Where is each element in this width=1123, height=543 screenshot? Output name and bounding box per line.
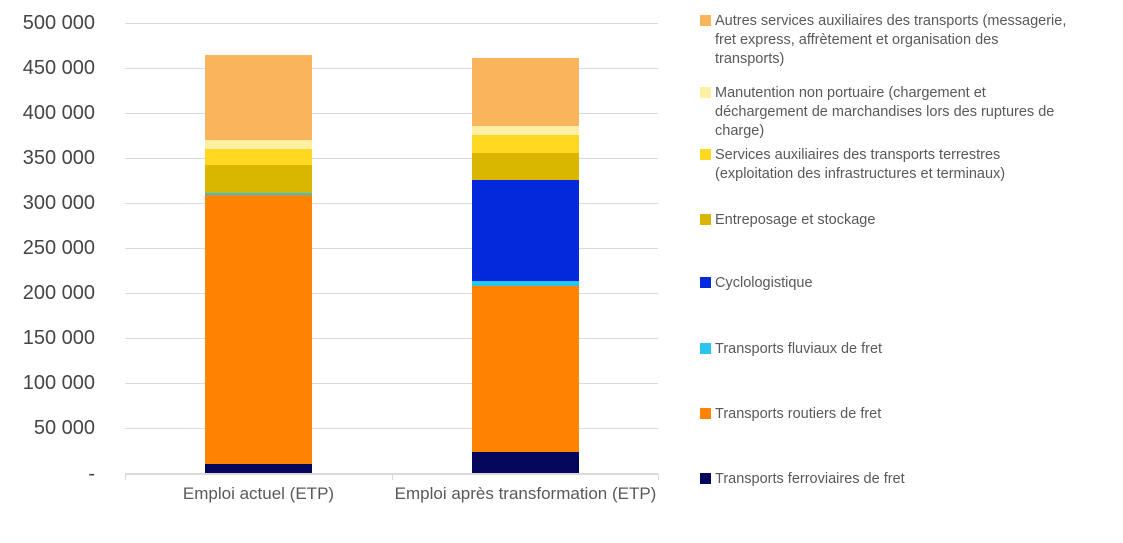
legend-item-routier: Transports routiers de fret	[700, 405, 1067, 424]
legend-item-autres: Autres services auxiliaires des transpor…	[700, 12, 1067, 69]
legend-item-fluvial: Transports fluviaux de fret	[700, 340, 1067, 359]
gridline	[125, 428, 658, 430]
legend-label-fluvial: Transports fluviaux de fret	[715, 341, 883, 357]
legend-swatch-routier	[700, 408, 711, 419]
legend-swatch-services_auxiliaires	[700, 149, 711, 160]
legend-label-routier: Transports routiers de fret	[715, 406, 882, 422]
x-axis-tick	[125, 473, 126, 480]
chart-legend: Autres services auxiliaires des transpor…	[698, 0, 1118, 543]
bar-segment-manutention	[205, 139, 312, 150]
legend-label-manutention: Manutention non portuaire (chargement et…	[715, 85, 1055, 139]
bar-segment-ferroviaire	[472, 452, 579, 474]
bar-segment-routier	[472, 285, 579, 453]
bar-segment-routier	[205, 195, 312, 465]
y-axis-tick-label: 200 000	[22, 282, 95, 305]
y-axis-tick-label: 50 000	[33, 417, 95, 440]
y-axis-tick-label: 150 000	[22, 327, 95, 350]
bar-segment-autres	[472, 58, 579, 126]
x-axis-tick	[391, 473, 393, 480]
legend-item-manutention: Manutention non portuaire (chargement et…	[700, 84, 1067, 141]
plot-area: 500 000 450 000 400 000 350 000 300 000 250 0…	[22, 0, 659, 503]
legend-swatch-manutention	[700, 87, 711, 98]
bar-segment-manutention	[472, 125, 579, 136]
category-label: Emploi après transformation (ETP)	[394, 484, 657, 503]
x-axis-tick	[658, 473, 659, 480]
bar-segment-entreposage	[472, 153, 579, 180]
legend-item-services_auxiliaires: Services auxiliaires des transports terr…	[700, 146, 1067, 184]
y-axis-tick-label: 350 000	[22, 147, 95, 170]
bar-segment-services_auxiliaires	[472, 135, 579, 154]
y-axis-tick-label: 100 000	[22, 372, 95, 395]
gridline	[125, 113, 658, 115]
legend-label-autres: Autres services auxiliaires des transpor…	[715, 13, 1067, 67]
bar-segment-entreposage	[205, 165, 312, 193]
legend-item-cyclologistique: Cyclologistique	[700, 274, 1067, 293]
category-label: Emploi actuel (ETP)	[182, 484, 335, 503]
bar-segment-fluvial	[205, 192, 312, 196]
gridline	[125, 248, 658, 250]
y-axis-tick-label: 400 000	[22, 102, 95, 125]
gridline	[125, 338, 658, 340]
bar-emploi-apres-transformation	[472, 0, 579, 474]
legend-label-ferroviaire: Transports ferroviaires de fret	[715, 471, 905, 487]
bar-segment-autres	[205, 54, 312, 140]
y-axis-tick-label: -	[88, 462, 95, 485]
gridline	[125, 68, 658, 70]
bar-segment-ferroviaire	[205, 464, 312, 474]
bar-segment-services_auxiliaires	[205, 149, 312, 166]
gridline	[125, 293, 658, 295]
y-axis-tick-label: 250 000	[22, 237, 95, 260]
bar-segment-fluvial	[472, 281, 579, 286]
legend-swatch-ferroviaire	[700, 473, 711, 484]
y-axis-tick-label: 450 000	[22, 57, 95, 80]
y-axis-tick-label: 500 000	[22, 12, 95, 34]
legend-label-cyclologistique: Cyclologistique	[715, 275, 813, 291]
bar-emploi-actuel	[205, 0, 312, 474]
gridline	[125, 158, 658, 160]
legend-item-entreposage: Entreposage et stockage	[700, 211, 1067, 230]
legend-swatch-entreposage	[700, 214, 711, 225]
gridline	[125, 203, 658, 205]
legend-item-ferroviaire: Transports ferroviaires de fret	[700, 470, 1067, 489]
legend-label-services_auxiliaires: Services auxiliaires des transports terr…	[715, 147, 1006, 182]
gridline	[125, 383, 658, 385]
bar-segment-cyclologistique	[472, 179, 579, 282]
gridline	[125, 23, 658, 24]
y-axis-tick-label: 300 000	[22, 192, 95, 215]
legend-swatch-fluvial	[700, 343, 711, 354]
legend-swatch-autres	[700, 15, 711, 26]
legend-swatch-cyclologistique	[700, 277, 711, 288]
legend-label-entreposage: Entreposage et stockage	[715, 212, 876, 228]
